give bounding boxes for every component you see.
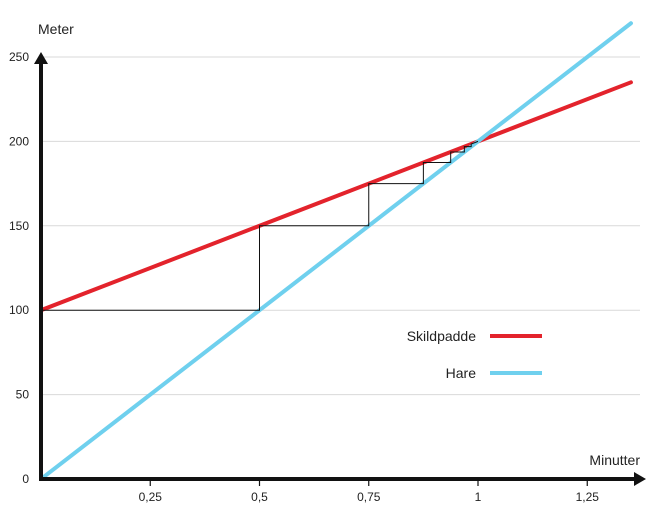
y-tick-label: 150 bbox=[9, 219, 29, 233]
zeno-steps bbox=[41, 140, 479, 311]
legend: Skildpadde Hare bbox=[407, 328, 542, 381]
y-tick-label: 50 bbox=[16, 388, 30, 402]
x-tick-label: 0,25 bbox=[139, 490, 163, 504]
legend-label-hare: Hare bbox=[446, 365, 477, 381]
legend-label-skildpadde: Skildpadde bbox=[407, 328, 476, 344]
x-axis-title: Minutter bbox=[589, 452, 640, 468]
x-tick-label: 1 bbox=[475, 490, 482, 504]
x-tick-label: 0,5 bbox=[251, 490, 268, 504]
series-line-skildpadde bbox=[41, 80, 633, 313]
y-axis-title: Meter bbox=[38, 21, 74, 37]
y-tick-label: 0 bbox=[22, 472, 29, 486]
x-tick-label: 1,25 bbox=[576, 490, 600, 504]
tick-labels: 0,25 0,5 0,75 1 1,25 0 50 100 150 200 250 bbox=[9, 50, 599, 504]
y-tick-label: 250 bbox=[9, 50, 29, 64]
zeno-step-path bbox=[41, 140, 479, 311]
y-tick-label: 200 bbox=[9, 134, 29, 148]
axes bbox=[34, 52, 646, 486]
x-tick-label: 0,75 bbox=[357, 490, 381, 504]
y-tick-label: 100 bbox=[9, 303, 29, 317]
y-axis-arrow bbox=[34, 52, 48, 64]
series-lines bbox=[41, 21, 633, 480]
x-axis-arrow bbox=[634, 472, 646, 486]
series-line-hare bbox=[41, 21, 633, 480]
